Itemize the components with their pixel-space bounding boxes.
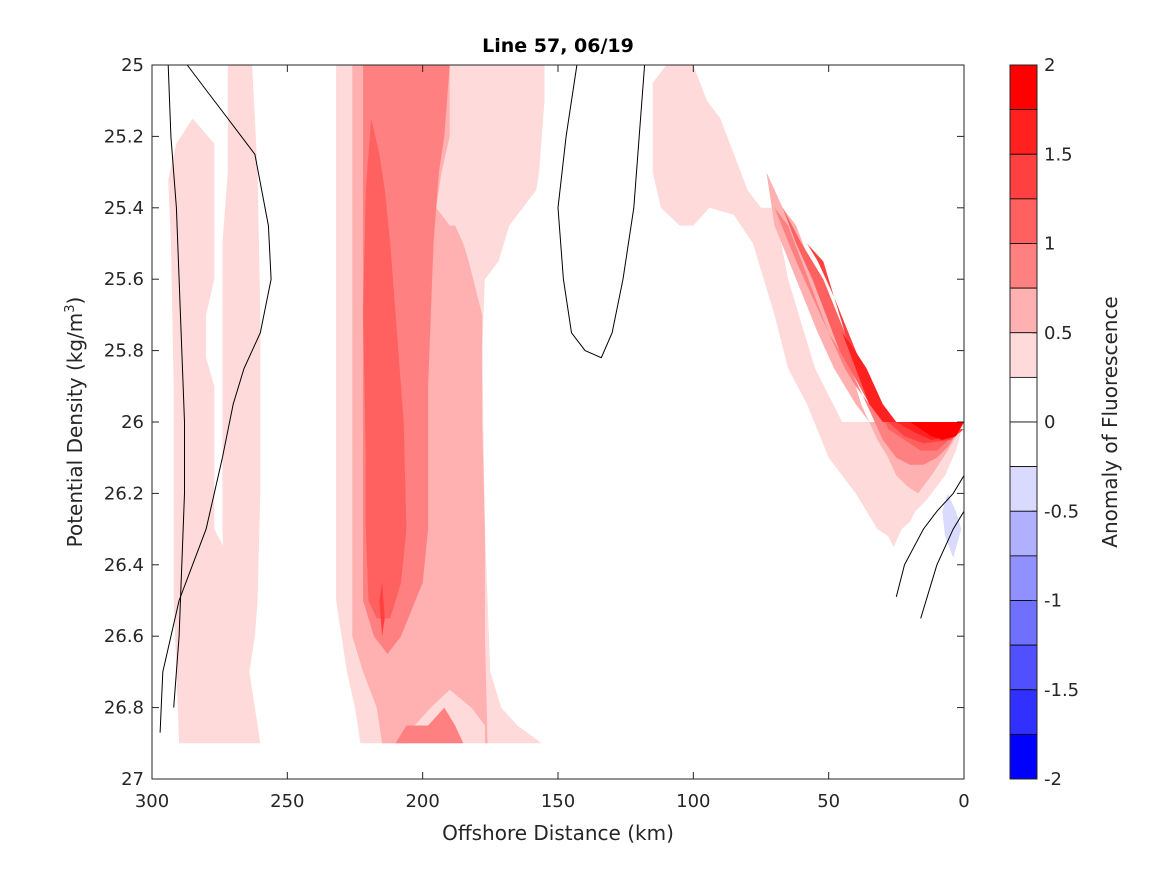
colorbar-tick-label: 2 bbox=[1044, 55, 1055, 76]
colorbar-tick-label: -1 bbox=[1044, 591, 1062, 612]
contour-regions bbox=[168, 65, 964, 744]
x-tick-label: 200 bbox=[405, 791, 439, 812]
colorbar-band bbox=[1009, 644, 1038, 691]
x-tick-label: 250 bbox=[270, 791, 304, 812]
contour-region-7 bbox=[395, 707, 464, 744]
x-axis-ticks: 300 250 200 150 100 50 0 bbox=[135, 65, 970, 812]
colorbar-band bbox=[1009, 376, 1038, 423]
colorbar-band bbox=[1009, 64, 1038, 111]
colorbar-tick-label: -0.5 bbox=[1044, 501, 1079, 522]
zero-contour-4 bbox=[920, 511, 965, 619]
colorbar-band bbox=[1009, 243, 1038, 289]
colorbar-tick-label: 0 bbox=[1044, 412, 1055, 433]
colorbar-band bbox=[1009, 332, 1038, 378]
y-axis-label-close: ) bbox=[63, 297, 87, 305]
colorbar-band bbox=[1009, 198, 1038, 244]
plot-area: 300 250 200 150 100 50 0 2525.225.425.625.8262… bbox=[104, 55, 970, 812]
y-tick-label: 26.2 bbox=[104, 483, 144, 504]
colorbar-band bbox=[1009, 733, 1038, 780]
colorbar-bands bbox=[1009, 64, 1038, 780]
y-tick-label: 26.6 bbox=[104, 626, 144, 647]
colorbar-band bbox=[1009, 421, 1038, 468]
x-tick-label: 50 bbox=[817, 791, 840, 812]
contour-region-0 bbox=[168, 118, 261, 744]
y-tick-label: 25.4 bbox=[104, 198, 144, 219]
x-axis-label: Offshore Distance (km) bbox=[442, 821, 674, 845]
y-tick-label: 26.4 bbox=[104, 555, 144, 576]
y-axis-ticks: 25 25.2 25.4 25.6 25.8 26 26.2 26.4 26.6 26.8 27 bbox=[104, 55, 964, 790]
x-tick-label: 0 bbox=[958, 791, 969, 812]
colorbar-band bbox=[1009, 287, 1038, 334]
contour-region-11 bbox=[379, 582, 385, 637]
colorbar-band bbox=[1009, 600, 1038, 646]
colorbar-tick-label: -1.5 bbox=[1044, 680, 1079, 701]
zero-contour-2 bbox=[557, 64, 646, 359]
y-tick-label: 25 bbox=[121, 55, 144, 76]
zero-contour-0 bbox=[159, 64, 272, 733]
zero-contour-3 bbox=[895, 475, 965, 598]
y-tick-label: 25.2 bbox=[104, 126, 144, 147]
contour-region-9 bbox=[363, 118, 407, 619]
y-axis-label: Potential Density (kg/m3) bbox=[63, 297, 87, 548]
colorbar-band bbox=[1009, 555, 1038, 601]
zero-contour-lines bbox=[159, 64, 965, 733]
y-tick-label: 25.8 bbox=[104, 341, 144, 362]
y-axis-label-main: Potential Density (kg/m bbox=[63, 313, 87, 548]
colorbar-tick-label: 1.5 bbox=[1044, 144, 1073, 165]
colorbar-band bbox=[1009, 109, 1038, 155]
colorbar-ticks: 2 1.5 1 0.5 0 -0.5 -1 -1.5 -2 bbox=[1032, 55, 1079, 790]
colorbar-tick-label: -2 bbox=[1044, 769, 1062, 790]
y-tick-label: 26 bbox=[121, 412, 144, 433]
colorbar-band bbox=[1009, 510, 1038, 557]
colorbar: 2 1.5 1 0.5 0 -0.5 -1 -1.5 -2 Anomaly of Fluores… bbox=[1009, 55, 1122, 790]
y-axis-label-superscript: 3 bbox=[63, 304, 78, 312]
colorbar-tick-label: 0.5 bbox=[1044, 323, 1073, 344]
contour-region-12 bbox=[807, 243, 964, 444]
colorbar-band bbox=[1009, 466, 1038, 512]
contour-region-1 bbox=[222, 65, 261, 672]
contour-region-15 bbox=[942, 493, 962, 558]
y-tick-label: 25.6 bbox=[104, 269, 144, 290]
x-tick-label: 150 bbox=[541, 791, 575, 812]
x-tick-label: 100 bbox=[676, 791, 710, 812]
y-tick-label: 26.8 bbox=[104, 698, 144, 719]
colorbar-band bbox=[1009, 689, 1038, 735]
colorbar-tick-label: 1 bbox=[1044, 234, 1055, 255]
colorbar-label: Anomaly of Fluorescence bbox=[1098, 296, 1122, 547]
x-tick-label: 300 bbox=[135, 791, 169, 812]
chart-title: Line 57, 06/19 bbox=[482, 35, 634, 57]
y-tick-label: 27 bbox=[121, 769, 144, 790]
contour-region-14 bbox=[909, 422, 964, 440]
colorbar-band bbox=[1009, 153, 1038, 200]
zero-contour-1 bbox=[167, 64, 185, 708]
